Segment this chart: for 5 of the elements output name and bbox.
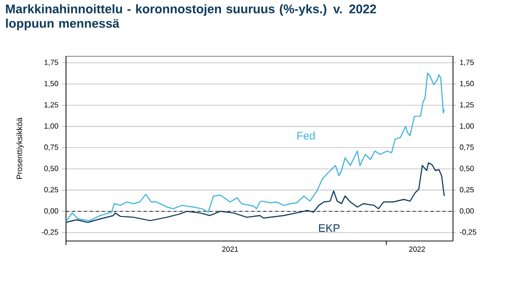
line-series <box>65 162 445 223</box>
series-label: EKP <box>319 224 340 232</box>
text: Fed <box>297 132 315 140</box>
chart-title: Markkinahinnoittelu - koronnostojen suuruus (%-yks.) v. 2022 loppuun mennessä <box>6 4 376 30</box>
line-series <box>65 72 445 222</box>
